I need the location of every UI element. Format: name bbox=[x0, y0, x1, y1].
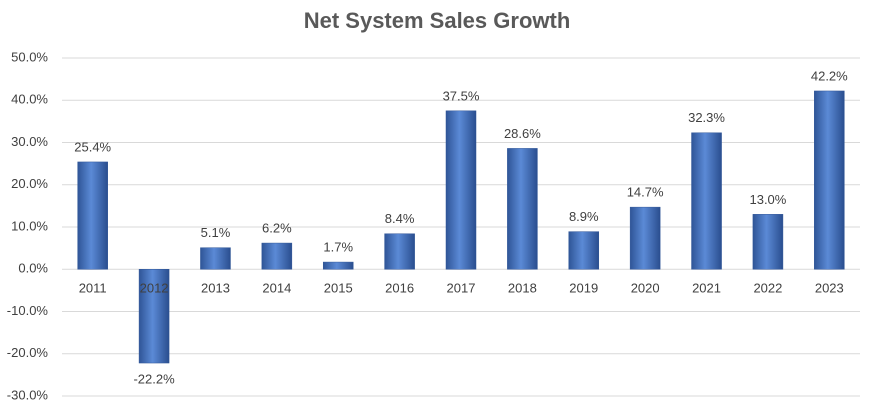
value-label: 14.7% bbox=[627, 185, 664, 200]
bar bbox=[814, 90, 845, 270]
bar bbox=[384, 233, 415, 270]
x-tick-label: 2020 bbox=[631, 281, 660, 296]
value-label: -22.2% bbox=[133, 371, 175, 386]
x-tick-label: 2015 bbox=[324, 281, 353, 296]
value-label: 37.5% bbox=[443, 88, 480, 103]
bar bbox=[691, 132, 722, 270]
bar bbox=[507, 148, 538, 270]
x-tick-label: 2019 bbox=[569, 281, 598, 296]
value-label: 32.3% bbox=[688, 110, 725, 125]
x-tick-label: 2023 bbox=[815, 281, 844, 296]
x-tick-label: 2013 bbox=[201, 281, 230, 296]
bar bbox=[322, 261, 354, 270]
x-tick-label: 2022 bbox=[753, 281, 782, 296]
chart-title: Net System Sales Growth bbox=[304, 8, 571, 33]
y-tick-label: 0.0% bbox=[18, 261, 48, 276]
value-label: 42.2% bbox=[811, 68, 848, 83]
x-tick-label: 2021 bbox=[692, 281, 721, 296]
y-tick-label: 50.0% bbox=[11, 49, 48, 64]
value-label: 13.0% bbox=[749, 192, 786, 207]
x-tick-label: 2011 bbox=[79, 281, 107, 296]
bar bbox=[77, 161, 108, 270]
x-tick-label: 2016 bbox=[385, 281, 414, 296]
y-tick-label: 10.0% bbox=[11, 218, 48, 233]
x-tick-label: 2018 bbox=[508, 281, 537, 296]
x-tick-label: 2012 bbox=[140, 281, 169, 296]
value-label: 8.4% bbox=[385, 211, 415, 226]
value-label: 6.2% bbox=[262, 220, 292, 235]
x-tick-label: 2014 bbox=[262, 281, 291, 296]
bar bbox=[138, 269, 170, 364]
bar bbox=[261, 242, 293, 270]
bar bbox=[568, 231, 600, 270]
x-tick-label: 2017 bbox=[447, 281, 476, 296]
y-tick-label: -20.0% bbox=[7, 345, 49, 360]
value-label: 28.6% bbox=[504, 126, 541, 141]
value-label: 5.1% bbox=[201, 225, 231, 240]
bar bbox=[629, 206, 661, 270]
value-label: 25.4% bbox=[74, 139, 111, 154]
y-tick-label: -10.0% bbox=[7, 303, 49, 318]
y-tick-label: 30.0% bbox=[11, 134, 48, 149]
y-tick-label: 40.0% bbox=[11, 92, 48, 107]
value-label: 8.9% bbox=[569, 209, 599, 224]
value-label: 1.7% bbox=[323, 240, 353, 255]
bar bbox=[752, 214, 784, 270]
y-tick-label: 20.0% bbox=[11, 176, 48, 191]
bar bbox=[200, 247, 231, 270]
y-tick-label: -30.0% bbox=[7, 387, 49, 402]
bar bbox=[445, 110, 477, 270]
